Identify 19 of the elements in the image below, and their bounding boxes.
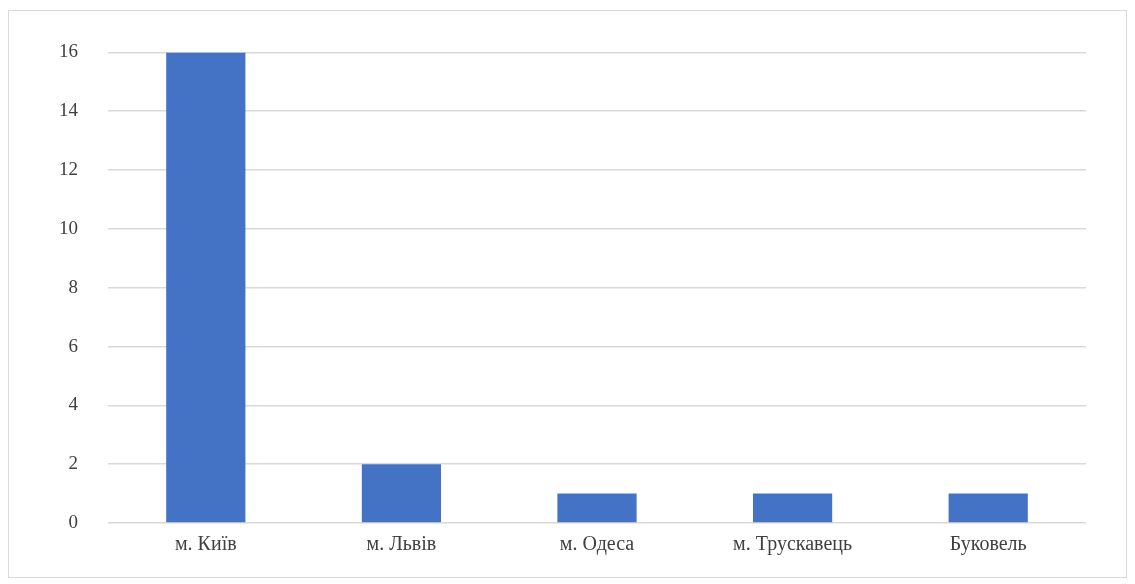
y-tick-label: 2	[68, 452, 78, 474]
y-tick-label: 8	[68, 275, 78, 297]
bar	[166, 52, 246, 523]
x-tick-label: м. Львів	[366, 532, 437, 555]
x-tick-label: м. Київ	[174, 532, 237, 555]
y-tick-label: 10	[59, 216, 78, 238]
x-tick-label: м. Одеса	[559, 532, 635, 556]
bar	[752, 493, 833, 523]
bar	[948, 493, 1028, 523]
bar	[361, 464, 442, 523]
y-tick-label: 14	[59, 99, 79, 121]
x-tick-label: Буковель	[949, 532, 1027, 556]
y-tick-label: 12	[59, 158, 78, 180]
y-tick-label: 6	[68, 334, 78, 356]
y-tick-label: 4	[68, 393, 79, 415]
y-tick-label: 0	[68, 510, 78, 532]
x-tick-label: м. Трускавець	[733, 532, 853, 556]
y-tick-label: 16	[59, 40, 78, 62]
bar	[557, 493, 637, 523]
